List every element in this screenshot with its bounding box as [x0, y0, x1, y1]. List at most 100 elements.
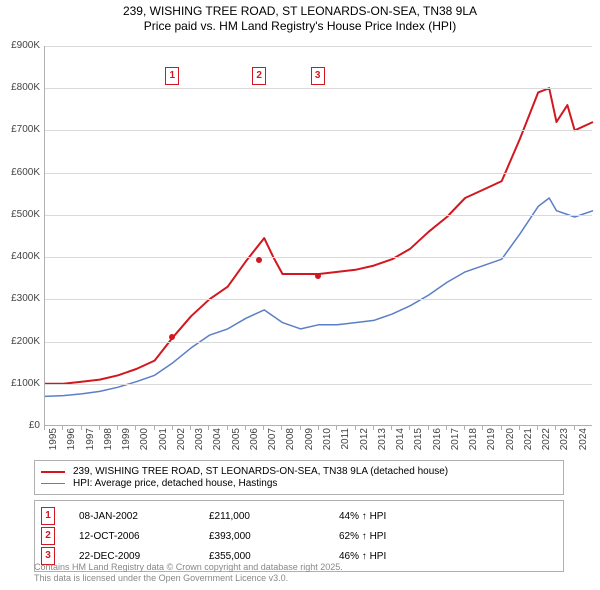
event-marker-box: 1: [41, 507, 55, 525]
event-pct: 44% ↑ HPI: [339, 511, 459, 522]
gridline: [45, 257, 592, 258]
x-tick-mark: [135, 425, 136, 430]
event-pct: 62% ↑ HPI: [339, 531, 459, 542]
gridline: [45, 88, 592, 89]
footer-line-2: This data is licensed under the Open Gov…: [34, 573, 343, 584]
x-tick-mark: [373, 425, 374, 430]
price-line: [45, 88, 593, 384]
x-tick-label: 2010: [322, 428, 333, 458]
x-tick-mark: [574, 425, 575, 430]
chart-marker-box: 1: [165, 67, 179, 85]
plot-area: [44, 46, 592, 426]
x-tick-label: 2000: [139, 428, 150, 458]
title-line-1: 239, WISHING TREE ROAD, ST LEONARDS-ON-S…: [0, 4, 600, 19]
x-tick-mark: [227, 425, 228, 430]
x-tick-mark: [208, 425, 209, 430]
x-tick-label: 2011: [340, 428, 351, 458]
gridline: [45, 46, 592, 47]
x-tick-label: 1999: [121, 428, 132, 458]
x-tick-mark: [537, 425, 538, 430]
footer-note: Contains HM Land Registry data © Crown c…: [34, 562, 343, 584]
legend-box: 239, WISHING TREE ROAD, ST LEONARDS-ON-S…: [34, 460, 564, 495]
x-tick-label: 2007: [267, 428, 278, 458]
x-tick-mark: [428, 425, 429, 430]
x-tick-mark: [501, 425, 502, 430]
x-tick-mark: [355, 425, 356, 430]
title-line-2: Price paid vs. HM Land Registry's House …: [0, 19, 600, 34]
x-tick-mark: [245, 425, 246, 430]
gridline: [45, 173, 592, 174]
x-tick-mark: [81, 425, 82, 430]
x-tick-mark: [99, 425, 100, 430]
event-date: 22-DEC-2009: [79, 551, 209, 562]
x-tick-label: 2012: [359, 428, 370, 458]
gridline: [45, 130, 592, 131]
x-tick-label: 2005: [231, 428, 242, 458]
x-tick-mark: [391, 425, 392, 430]
event-row: 1 08-JAN-2002£211,00044% ↑ HPI: [41, 507, 557, 525]
x-tick-mark: [519, 425, 520, 430]
x-tick-mark: [464, 425, 465, 430]
x-tick-label: 2021: [523, 428, 534, 458]
x-tick-label: 2018: [468, 428, 479, 458]
x-tick-mark: [446, 425, 447, 430]
x-tick-label: 2014: [395, 428, 406, 458]
y-tick-label: £500K: [0, 209, 40, 220]
event-price: £393,000: [209, 531, 339, 542]
x-tick-mark: [263, 425, 264, 430]
gridline: [45, 299, 592, 300]
x-tick-mark: [117, 425, 118, 430]
hpi-line: [45, 198, 593, 396]
y-tick-label: £0: [0, 420, 40, 431]
chart-container: 239, WISHING TREE ROAD, ST LEONARDS-ON-S…: [0, 0, 600, 590]
x-tick-label: 2001: [158, 428, 169, 458]
y-tick-label: £800K: [0, 82, 40, 93]
x-tick-label: 2020: [505, 428, 516, 458]
y-tick-label: £400K: [0, 251, 40, 262]
legend-swatch: [41, 483, 65, 484]
y-tick-label: £600K: [0, 167, 40, 178]
x-tick-label: 2015: [413, 428, 424, 458]
x-tick-mark: [62, 425, 63, 430]
title-block: 239, WISHING TREE ROAD, ST LEONARDS-ON-S…: [0, 0, 600, 34]
y-tick-label: £100K: [0, 378, 40, 389]
y-tick-label: £200K: [0, 336, 40, 347]
x-tick-label: 1995: [48, 428, 59, 458]
x-tick-mark: [482, 425, 483, 430]
footer-line-1: Contains HM Land Registry data © Crown c…: [34, 562, 343, 573]
x-tick-mark: [281, 425, 282, 430]
x-tick-mark: [318, 425, 319, 430]
event-pct: 46% ↑ HPI: [339, 551, 459, 562]
legend-label: HPI: Average price, detached house, Hast…: [73, 478, 277, 489]
x-tick-label: 2013: [377, 428, 388, 458]
gridline: [45, 342, 592, 343]
y-tick-label: £900K: [0, 40, 40, 51]
x-tick-mark: [44, 425, 45, 430]
x-tick-mark: [336, 425, 337, 430]
x-tick-label: 2017: [450, 428, 461, 458]
x-tick-mark: [409, 425, 410, 430]
x-tick-mark: [154, 425, 155, 430]
x-tick-label: 2008: [285, 428, 296, 458]
x-tick-label: 2016: [432, 428, 443, 458]
y-tick-label: £300K: [0, 293, 40, 304]
x-tick-mark: [172, 425, 173, 430]
legend-row: HPI: Average price, detached house, Hast…: [41, 478, 557, 489]
chart-marker-box: 2: [252, 67, 266, 85]
x-tick-label: 2003: [194, 428, 205, 458]
x-tick-label: 1996: [66, 428, 77, 458]
legend-swatch: [41, 471, 65, 473]
event-price: £355,000: [209, 551, 339, 562]
y-tick-label: £700K: [0, 124, 40, 135]
event-date: 08-JAN-2002: [79, 511, 209, 522]
x-tick-label: 1998: [103, 428, 114, 458]
x-tick-label: 2002: [176, 428, 187, 458]
chart-marker-dot: [315, 273, 321, 279]
x-tick-mark: [300, 425, 301, 430]
gridline: [45, 384, 592, 385]
x-tick-label: 2023: [559, 428, 570, 458]
event-date: 12-OCT-2006: [79, 531, 209, 542]
event-price: £211,000: [209, 511, 339, 522]
gridline: [45, 215, 592, 216]
event-row: 212-OCT-2006£393,00062% ↑ HPI: [41, 527, 557, 545]
